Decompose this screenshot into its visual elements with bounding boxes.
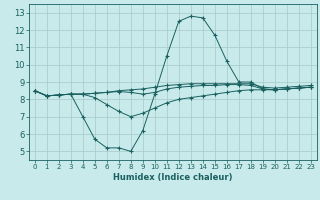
X-axis label: Humidex (Indice chaleur): Humidex (Indice chaleur) [113,173,233,182]
